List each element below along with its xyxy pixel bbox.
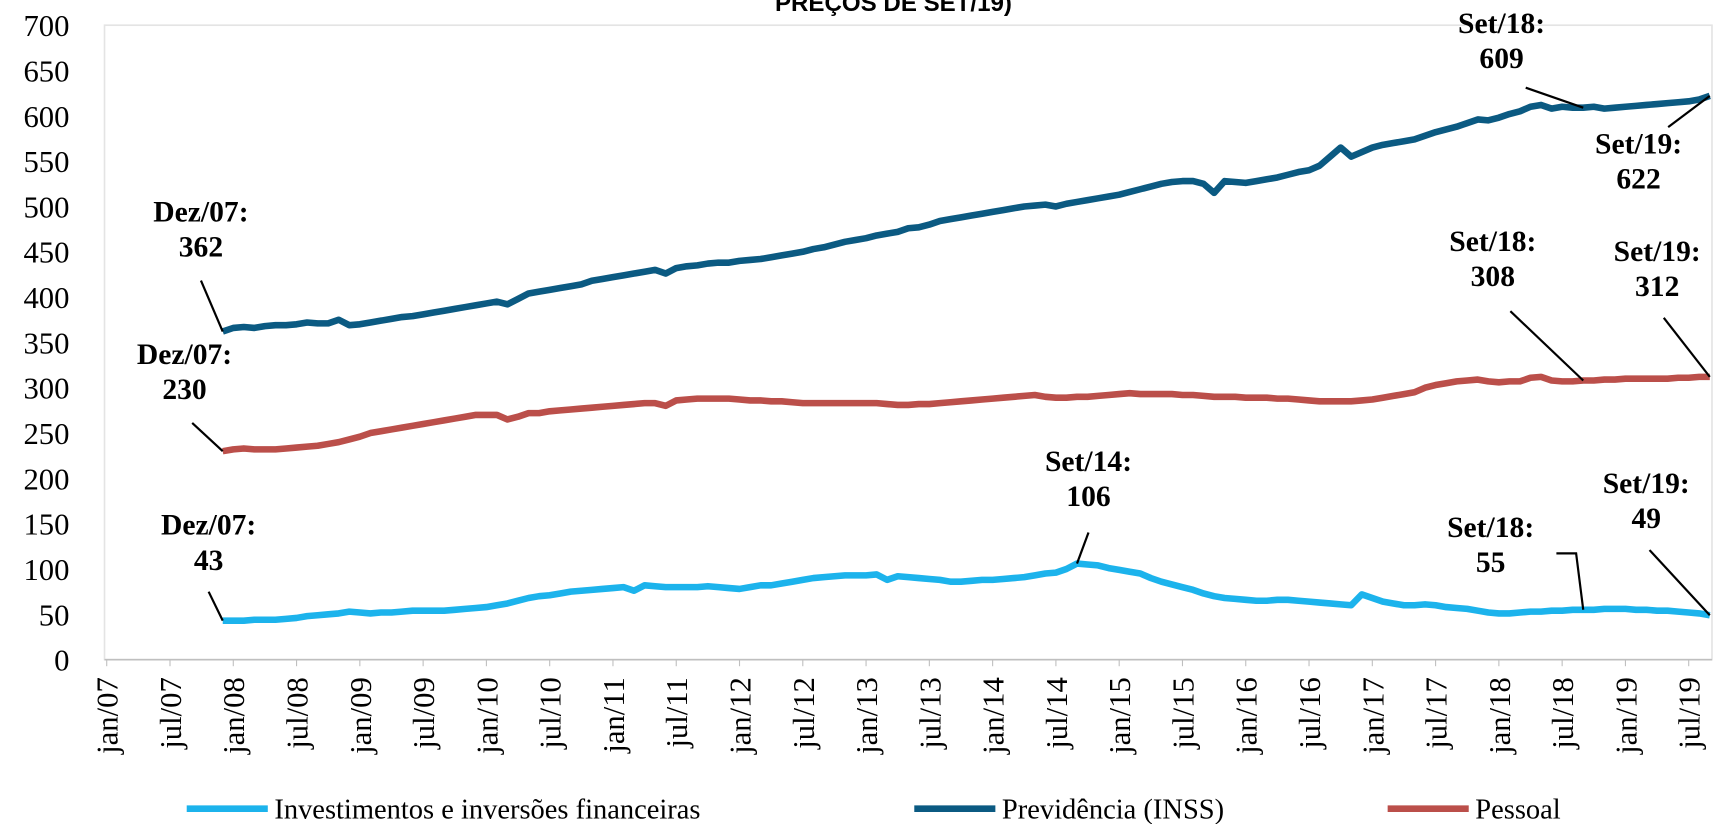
legend-label: Pessoal xyxy=(1475,795,1560,824)
annotation-value: 49 xyxy=(1631,503,1661,535)
x-tick-label: jan/17 xyxy=(1356,677,1390,755)
annotation-value: 362 xyxy=(179,231,223,263)
annotation-label: Dez/07: xyxy=(137,339,232,371)
y-tick-label: 550 xyxy=(23,145,69,179)
x-tick-label: jul/16 xyxy=(1293,677,1327,750)
legend-label: Investimentos e inversões financeiras xyxy=(274,795,700,824)
x-tick-label: jul/15 xyxy=(1166,677,1200,750)
annotation-leader xyxy=(1075,532,1090,564)
chart-title: PREÇOS DE SET/19) xyxy=(775,0,1012,17)
y-tick-label: 0 xyxy=(54,644,69,678)
annotation-value: 308 xyxy=(1471,261,1515,293)
x-tick-label: jan/18 xyxy=(1483,677,1517,755)
annotation-label: Set/18: xyxy=(1458,8,1545,40)
annotation-value: 43 xyxy=(194,545,224,577)
x-tick-label: jul/18 xyxy=(1546,677,1580,750)
annotation-leader xyxy=(1662,317,1711,378)
y-tick-label: 300 xyxy=(23,372,69,406)
y-tick-label: 150 xyxy=(23,508,69,542)
annotation-label: Set/18: xyxy=(1447,512,1534,544)
x-tick-label: jan/07 xyxy=(91,677,125,755)
x-tick-label: jul/19 xyxy=(1673,677,1707,750)
x-tick-label: jan/14 xyxy=(977,677,1011,755)
y-tick-label: 400 xyxy=(23,281,69,315)
series-line xyxy=(222,560,1711,624)
annotation-label: Set/19: xyxy=(1614,236,1701,268)
annotation-value: 106 xyxy=(1066,481,1110,513)
series-line xyxy=(221,92,1711,335)
x-tick-label: jan/19 xyxy=(1609,677,1643,755)
annotation-leader xyxy=(199,280,224,332)
annotation-leader xyxy=(1525,86,1584,109)
annotation-label: Dez/07: xyxy=(153,196,248,228)
x-tick-label: jan/12 xyxy=(723,677,757,755)
x-tick-label: jan/08 xyxy=(217,677,251,755)
y-tick-label: 650 xyxy=(23,54,69,88)
x-tick-label: jan/16 xyxy=(1230,677,1264,755)
x-tick-label: jul/10 xyxy=(534,677,568,750)
x-tick-label: jul/12 xyxy=(787,677,821,750)
annotation-leader xyxy=(1667,95,1711,128)
y-tick-label: 50 xyxy=(39,598,70,632)
x-tick-label: jul/14 xyxy=(1040,677,1074,750)
x-tick-label: jan/10 xyxy=(470,677,504,755)
annotation-label: Set/18: xyxy=(1449,226,1536,258)
annotation-label: Dez/07: xyxy=(161,510,256,542)
annotation-label: Set/19: xyxy=(1603,468,1690,500)
y-tick-label: 100 xyxy=(23,553,69,587)
y-tick-label: 700 xyxy=(23,9,69,43)
annotation-value: 312 xyxy=(1635,271,1679,303)
x-tick-label: jul/11 xyxy=(660,677,694,748)
series-line xyxy=(222,373,1710,455)
annotation-value: 230 xyxy=(162,374,206,406)
x-tick-label: jul/07 xyxy=(154,677,188,750)
annotation-label: Set/19: xyxy=(1595,128,1682,160)
y-tick-label: 350 xyxy=(23,326,69,360)
x-tick-label: jan/13 xyxy=(850,677,884,755)
annotation-leader xyxy=(1648,549,1711,616)
x-tick-label: jan/11 xyxy=(597,677,631,754)
annotation-leader xyxy=(1556,552,1585,610)
annotation-label: Set/14: xyxy=(1045,446,1132,478)
annotation-value: 609 xyxy=(1479,43,1523,75)
y-tick-label: 450 xyxy=(23,236,69,270)
y-tick-label: 250 xyxy=(23,417,69,451)
y-tick-label: 600 xyxy=(23,100,69,134)
annotation-value: 55 xyxy=(1476,547,1506,579)
annotation-leader xyxy=(207,591,224,622)
annotation-value: 622 xyxy=(1616,163,1660,195)
x-tick-label: jul/08 xyxy=(281,677,315,750)
x-tick-label: jul/17 xyxy=(1420,677,1454,750)
x-tick-label: jul/13 xyxy=(913,677,947,750)
x-tick-label: jul/09 xyxy=(407,677,441,750)
y-tick-label: 500 xyxy=(23,190,69,224)
annotation-leader xyxy=(191,422,224,452)
annotation-leader xyxy=(1509,310,1584,382)
x-tick-label: jan/15 xyxy=(1103,677,1137,755)
x-tick-label: jan/09 xyxy=(344,677,378,755)
y-tick-label: 200 xyxy=(23,462,69,496)
legend-label: Previdência (INSS) xyxy=(1002,795,1224,824)
